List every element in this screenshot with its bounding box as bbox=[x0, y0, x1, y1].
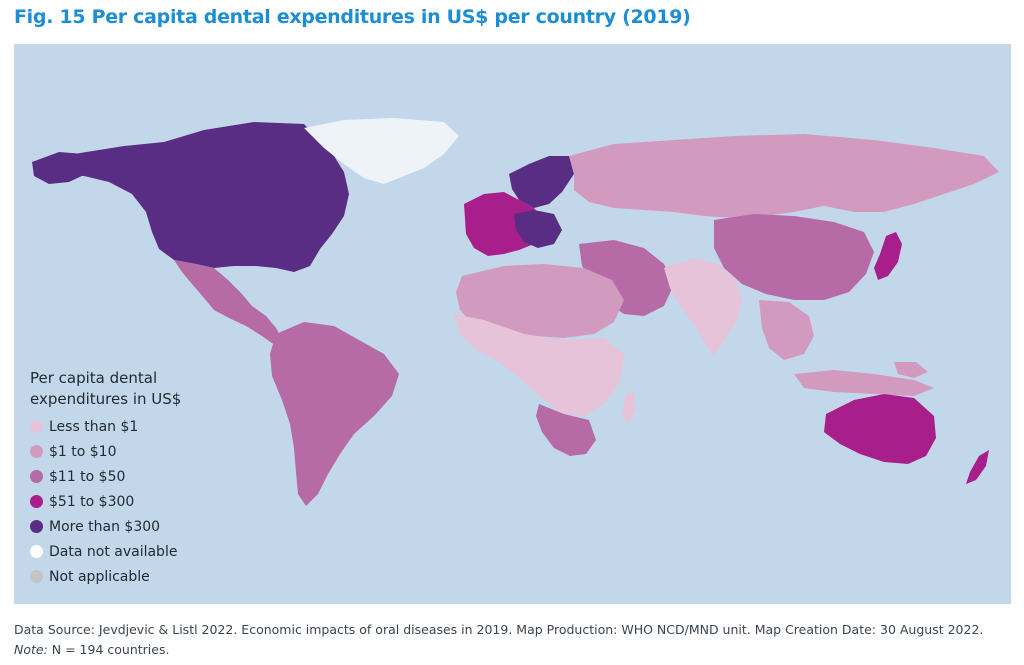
figure-title: Fig. 15 Per capita dental expenditures i… bbox=[14, 6, 691, 28]
legend-title-line1: Per capita dental bbox=[30, 369, 158, 387]
region-greenland bbox=[304, 118, 459, 184]
legend-swatch bbox=[30, 470, 43, 483]
region-china bbox=[714, 214, 874, 300]
legend-swatch bbox=[30, 520, 43, 533]
legend-item: Data not available bbox=[30, 539, 230, 564]
legend-item: $1 to $10 bbox=[30, 439, 230, 464]
region-central-africa bbox=[454, 314, 624, 416]
legend-item: Less than $1 bbox=[30, 414, 230, 439]
legend-title: Per capita dental expenditures in US$ bbox=[30, 368, 230, 410]
region-russia bbox=[569, 134, 999, 218]
legend-item: More than $300 bbox=[30, 514, 230, 539]
region-indonesia bbox=[794, 370, 934, 396]
world-map-svg bbox=[32, 118, 999, 506]
region-southern-africa bbox=[536, 404, 596, 456]
map-legend: Per capita dental expenditures in US$ Le… bbox=[30, 368, 230, 589]
legend-label: Not applicable bbox=[49, 568, 150, 585]
legend-label: Less than $1 bbox=[49, 418, 139, 435]
legend-swatch bbox=[30, 570, 43, 583]
legend-items: Less than $1 $1 to $10 $11 to $50 $51 to $3… bbox=[30, 414, 230, 589]
note-text: N = 194 countries. bbox=[47, 642, 170, 657]
legend-swatch bbox=[30, 445, 43, 458]
source-text: Data Source: Jevdjevic & Listl 2022. Eco… bbox=[14, 622, 984, 637]
region-south-asia bbox=[664, 258, 742, 356]
legend-item: $51 to $300 bbox=[30, 489, 230, 514]
legend-item: $11 to $50 bbox=[30, 464, 230, 489]
note-label: Note: bbox=[14, 642, 48, 657]
region-north-africa bbox=[456, 264, 624, 338]
legend-label: $51 to $300 bbox=[49, 493, 135, 510]
region-northern-europe bbox=[509, 156, 574, 208]
legend-swatch bbox=[30, 495, 43, 508]
legend-swatch bbox=[30, 420, 43, 433]
region-australia bbox=[824, 394, 936, 464]
region-southeast-asia bbox=[759, 300, 814, 360]
region-south-america bbox=[270, 322, 399, 506]
legend-label: $11 to $50 bbox=[49, 468, 126, 485]
region-mexico-central-america bbox=[174, 260, 284, 346]
region-japan bbox=[874, 232, 902, 280]
legend-label: Data not available bbox=[49, 543, 178, 560]
legend-swatch bbox=[30, 545, 43, 558]
legend-item: Not applicable bbox=[30, 564, 230, 589]
world-map: Per capita dental expenditures in US$ Le… bbox=[14, 44, 1011, 604]
legend-label: $1 to $10 bbox=[49, 443, 117, 460]
region-canada-usa bbox=[32, 122, 349, 272]
region-new-zealand bbox=[966, 450, 989, 484]
region-png bbox=[894, 362, 928, 378]
legend-title-line2: expenditures in US$ bbox=[30, 390, 182, 408]
region-central-europe bbox=[514, 210, 562, 248]
source-note: Data Source: Jevdjevic & Listl 2022. Eco… bbox=[14, 620, 1004, 660]
region-alaska bbox=[32, 152, 86, 184]
region-madagascar bbox=[622, 392, 636, 424]
legend-label: More than $300 bbox=[49, 518, 161, 535]
